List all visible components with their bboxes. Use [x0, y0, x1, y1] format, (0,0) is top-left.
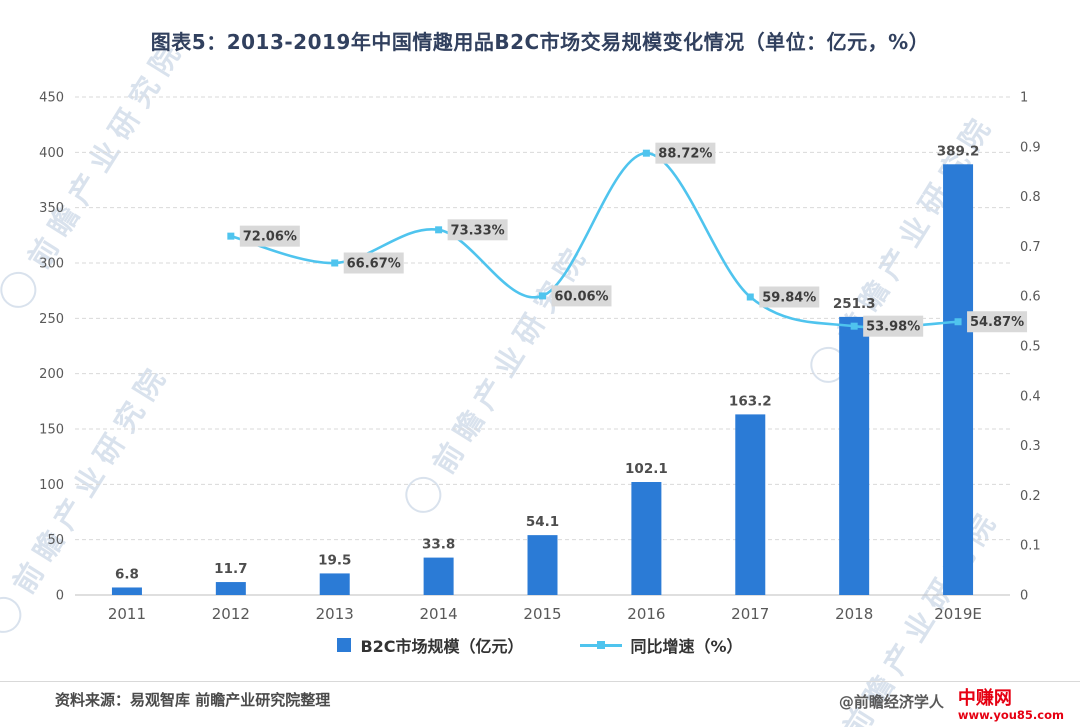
line-marker: [227, 232, 235, 240]
line-label: 59.84%: [762, 290, 816, 305]
legend-item-bar: B2C市场规模（亿元）: [337, 633, 524, 657]
left-axis-tick: 300: [39, 257, 64, 272]
site-url: www.you85.com: [957, 707, 1064, 722]
bar-value-label: 163.2: [729, 393, 772, 409]
right-axis-tick: 1: [1020, 91, 1028, 106]
left-axis-tick: 200: [39, 367, 64, 382]
left-axis-tick: 0: [56, 589, 64, 604]
bar-2011: [111, 587, 142, 595]
x-axis-label: 2012: [212, 605, 250, 623]
line-label: 60.06%: [554, 289, 608, 304]
x-axis-label: 2011: [108, 605, 146, 623]
chart-title: 图表5：2013-2019年中国情趣用品B2C市场交易规模变化情况（单位：亿元，…: [150, 30, 930, 54]
bar-2018: [839, 316, 870, 595]
right-axis-tick: 0.9: [1020, 140, 1041, 155]
legend-bar-label: B2C市场规模（亿元）: [360, 637, 524, 656]
right-axis-tick: 0.5: [1020, 340, 1041, 355]
x-axis-label: 2019E: [934, 605, 982, 623]
right-axis-tick: 0.6: [1020, 290, 1041, 305]
right-axis-tick: 0: [1020, 589, 1028, 604]
right-axis-tick: 0.2: [1020, 489, 1041, 504]
left-axis-tick: 250: [39, 312, 64, 327]
bar-2014: [423, 557, 454, 595]
line-marker: [954, 318, 962, 326]
line-label-box: [759, 286, 820, 308]
line-label: 54.87%: [970, 315, 1024, 330]
x-axis-label: 2018: [835, 605, 873, 623]
left-axis-tick: 450: [39, 91, 64, 106]
line-swatch-icon: [579, 638, 622, 652]
line-marker: [746, 293, 754, 301]
bar-value-label: 6.8: [115, 566, 139, 582]
line-marker: [539, 292, 546, 300]
bar-value-label: 389.2: [937, 143, 980, 159]
right-axis-tick: 0.1: [1020, 539, 1041, 554]
line-label-box: [239, 225, 300, 247]
line-marker: [850, 322, 858, 330]
x-axis-label: 2016: [627, 605, 665, 623]
line-label: 66.67%: [347, 256, 401, 271]
bar-value-label: 251.3: [833, 296, 876, 312]
line-label-box: [343, 252, 404, 274]
right-axis-tick: 0.7: [1020, 240, 1041, 255]
left-axis-tick: 100: [39, 478, 64, 493]
line-label-box: [551, 285, 612, 307]
credit-handle: @前瞻经济学人: [838, 693, 944, 711]
bar-2019E: [943, 164, 974, 595]
bar-2016: [631, 482, 662, 595]
x-axis-label: 2013: [316, 605, 354, 623]
legend-item-line: 同比增速（%）: [579, 633, 743, 657]
line-label: 88.72%: [658, 147, 712, 162]
credit-area: @前瞻经济学人 中赚网 www.you85.com: [839, 689, 1064, 721]
footer: 资料来源：易观智库 前瞻产业研究院整理 @前瞻经济学人 中赚网 www.you8…: [0, 689, 1080, 721]
bar-value-label: 33.8: [422, 537, 455, 553]
line-label-box: [655, 142, 716, 164]
line-label: 73.33%: [451, 223, 505, 238]
bar-2017: [735, 414, 766, 595]
right-axis-tick: 0.8: [1020, 190, 1041, 205]
line-marker: [331, 259, 339, 267]
bar-value-label: 54.1: [526, 514, 559, 530]
line-label: 72.06%: [243, 230, 297, 245]
bar-swatch-icon: [337, 638, 352, 652]
line-label-box: [863, 315, 924, 337]
bar-2015: [527, 535, 558, 595]
right-axis-tick: 0.3: [1020, 439, 1041, 454]
left-axis-tick: 50: [47, 533, 64, 548]
line-label-box: [447, 219, 508, 241]
line-marker: [642, 149, 650, 157]
source-note: 资料来源：易观智库 前瞻产业研究院整理: [55, 691, 331, 709]
x-axis-label: 2014: [420, 605, 458, 623]
line-label: 53.98%: [866, 320, 920, 335]
right-axis-tick: 0.4: [1020, 389, 1041, 404]
bar-2012: [215, 582, 246, 595]
footer-divider: [0, 681, 1080, 682]
chart-legend: B2C市场规模（亿元） 同比增速（%）: [0, 633, 1080, 657]
legend-line-label: 同比增速（%）: [630, 637, 743, 656]
chart-canvas: 0 50 100 150 200 250 300 350 400 450 0 0.1 0.2 0.3 0.4…: [39, 91, 1041, 624]
bar-value-label: 19.5: [318, 552, 351, 568]
site-badge: 中赚网 www.you85.com: [958, 689, 1064, 721]
x-axis-label: 2015: [523, 605, 561, 623]
x-axis-label: 2017: [731, 605, 769, 623]
bar-2013: [319, 573, 350, 595]
bar-value-label: 102.1: [625, 461, 668, 477]
bar-value-label: 11.7: [214, 561, 247, 577]
site-name: 中赚网: [957, 688, 1012, 709]
left-axis-tick: 150: [39, 423, 64, 438]
line-marker: [435, 226, 443, 234]
left-axis-tick: 350: [39, 201, 64, 216]
left-axis-tick: 400: [39, 146, 64, 161]
line-label-box: [967, 311, 1028, 333]
